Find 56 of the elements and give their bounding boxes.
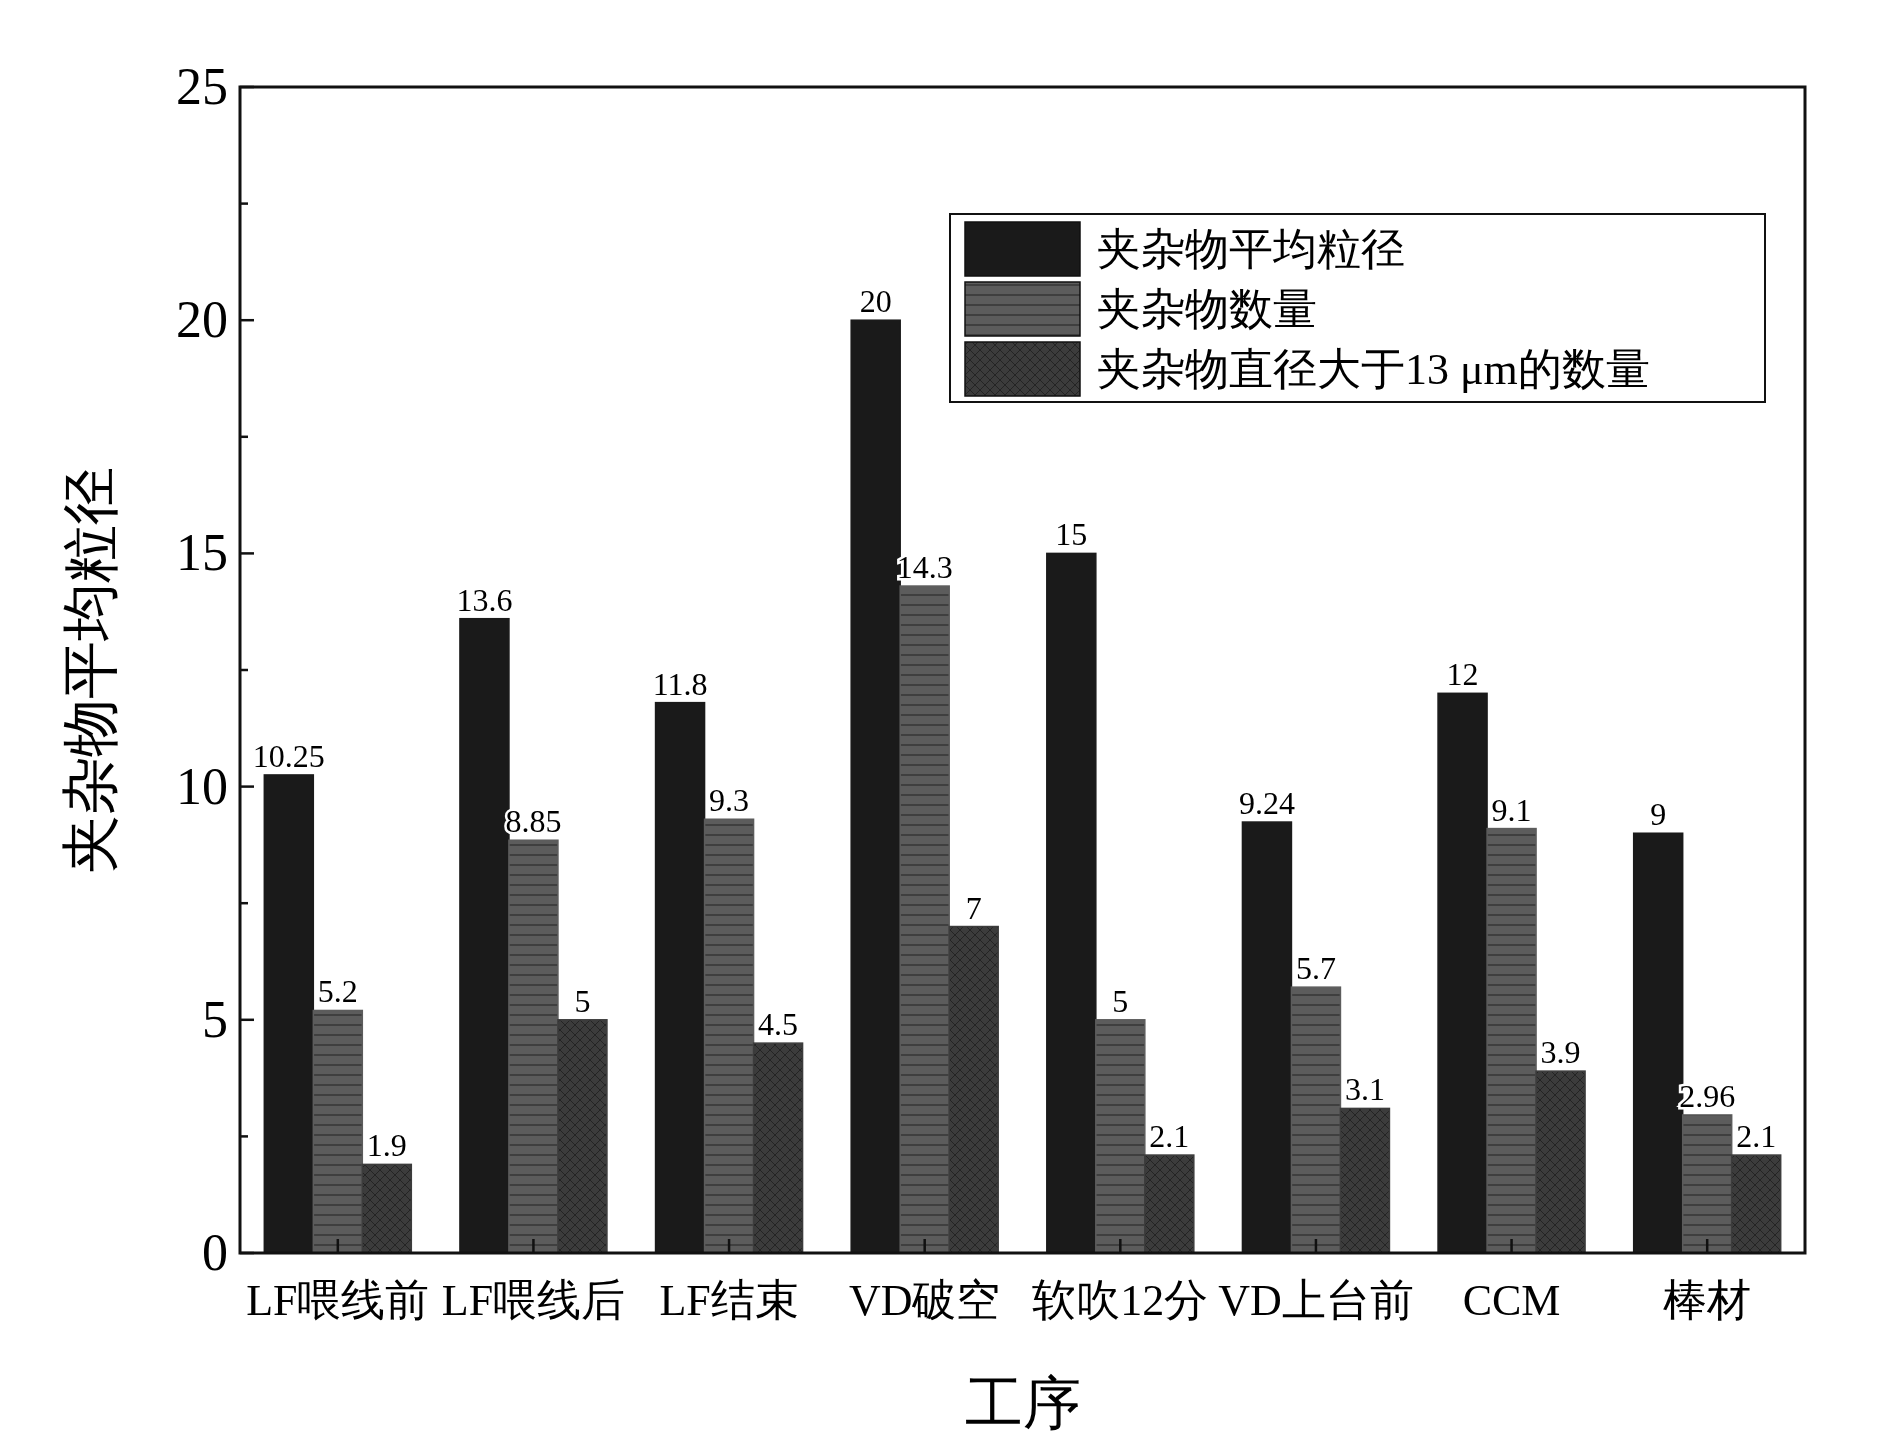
data-label: 20 [859, 283, 892, 320]
bar [1144, 1154, 1195, 1254]
bar [1290, 986, 1342, 1254]
data-label: 9.24 [1238, 785, 1295, 822]
bar [361, 1163, 413, 1254]
bar [557, 1019, 608, 1254]
bar [752, 1042, 804, 1254]
bar [1095, 1019, 1146, 1254]
y-tick-label: 5 [202, 990, 228, 1048]
x-axis-title: 工序 [964, 1371, 1081, 1436]
bar [703, 818, 755, 1254]
data-label: 5.2 [317, 973, 358, 1010]
x-tick-label: 软吹12分 [1032, 1276, 1209, 1325]
data-label: 12 [1446, 656, 1479, 693]
data-label: 5 [574, 982, 591, 1019]
data-label: 4.5 [758, 1006, 799, 1043]
bar [1339, 1107, 1391, 1254]
data-label: 1.9 [366, 1127, 407, 1164]
data-label: 2.1 [1149, 1118, 1190, 1155]
x-tick-label: VD破空 [848, 1276, 1001, 1325]
legend-label: 夹杂物直径大于13 μm的数量 [1097, 345, 1650, 394]
x-tick-label: CCM [1462, 1276, 1561, 1325]
data-label: 2.1 [1736, 1118, 1777, 1155]
y-tick-label: 20 [176, 291, 228, 349]
data-label: 11.8 [652, 665, 708, 702]
bar [1681, 1114, 1733, 1254]
bar [508, 839, 559, 1254]
data-label: 13.6 [456, 581, 513, 618]
legend-label: 夹杂物平均粒径 [1097, 225, 1405, 274]
data-label: 15 [1055, 516, 1088, 553]
bar [948, 925, 999, 1254]
data-label: 3.1 [1344, 1071, 1385, 1108]
x-tick-label: LF结束 [659, 1276, 799, 1325]
x-tick-label: LF喂线前 [246, 1276, 430, 1325]
data-label: 9 [1650, 796, 1667, 833]
data-label: 9.1 [1491, 791, 1532, 828]
y-tick-label: 10 [176, 757, 228, 815]
bar [1730, 1154, 1782, 1254]
data-label: 5.7 [1295, 950, 1336, 987]
y-tick-label: 25 [176, 58, 228, 115]
bar [312, 1009, 364, 1254]
legend-label: 夹杂物数量 [1097, 285, 1317, 334]
x-tick-label: 棒材 [1663, 1276, 1752, 1325]
data-label: 7 [965, 889, 982, 926]
y-axis-title: 夹杂物平均粒径 [58, 467, 123, 873]
x-tick-label: LF喂线后 [441, 1276, 626, 1325]
x-tick-label: VD上台前 [1218, 1276, 1414, 1325]
bar [1486, 827, 1537, 1254]
data-label: 5 [1112, 982, 1129, 1019]
data-label: 10.25 [252, 737, 325, 774]
y-tick-label: 0 [202, 1224, 228, 1281]
y-tick-label: 15 [176, 524, 228, 582]
bar [1535, 1070, 1586, 1254]
bar [899, 585, 950, 1254]
data-label: 3.9 [1540, 1034, 1581, 1071]
data-label: 9.3 [709, 782, 750, 819]
